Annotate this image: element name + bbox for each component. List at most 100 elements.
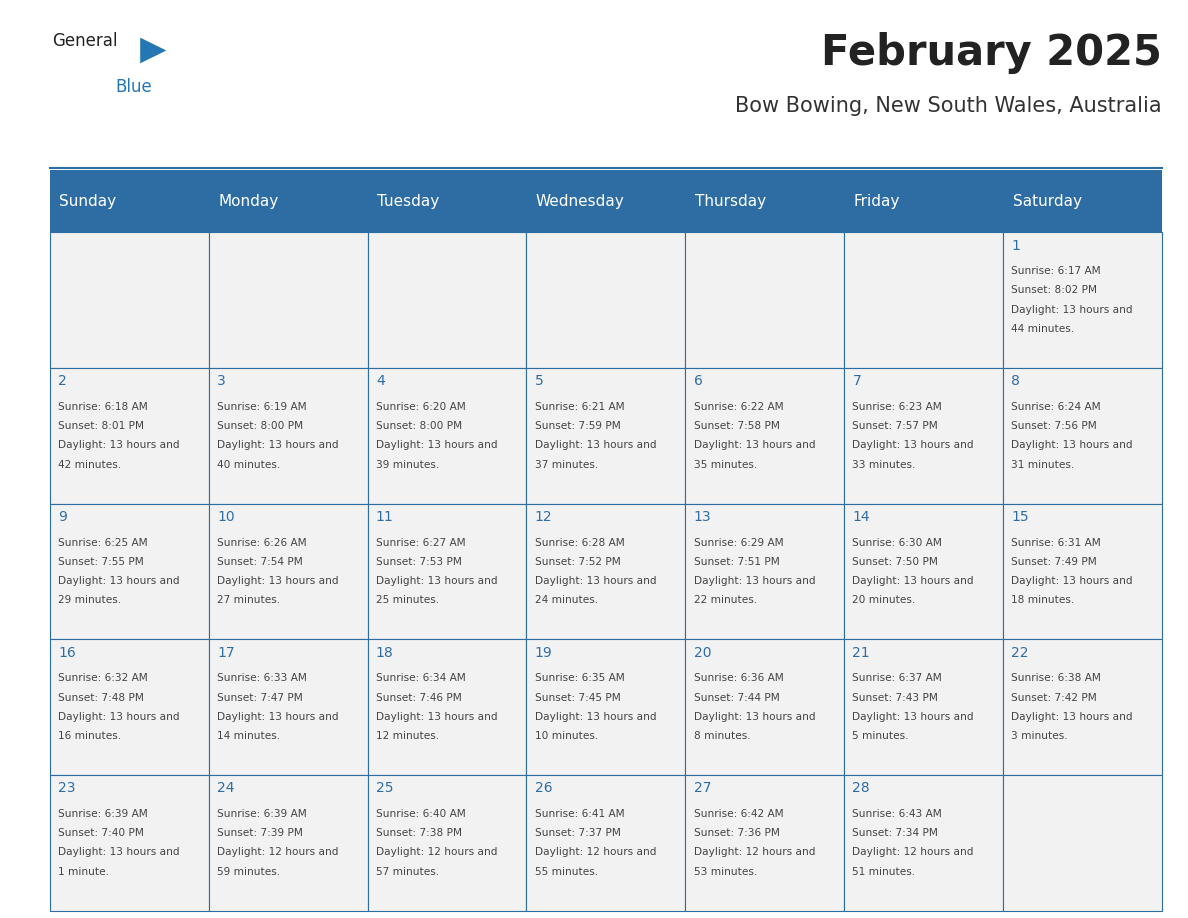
Text: Sunrise: 6:30 AM: Sunrise: 6:30 AM xyxy=(853,538,942,547)
Text: Blue: Blue xyxy=(115,78,152,96)
Text: Sunrise: 6:39 AM: Sunrise: 6:39 AM xyxy=(217,809,307,819)
Text: 3: 3 xyxy=(217,375,226,388)
Text: 11: 11 xyxy=(375,510,393,524)
Text: 21: 21 xyxy=(853,645,870,660)
Text: Sunset: 7:44 PM: Sunset: 7:44 PM xyxy=(694,692,779,702)
Text: Daylight: 13 hours and: Daylight: 13 hours and xyxy=(375,577,498,586)
Text: 22 minutes.: 22 minutes. xyxy=(694,596,757,605)
Text: 27: 27 xyxy=(694,781,712,795)
Text: 14 minutes.: 14 minutes. xyxy=(217,731,280,741)
Text: Sunset: 7:34 PM: Sunset: 7:34 PM xyxy=(853,828,939,838)
Text: Sunrise: 6:24 AM: Sunrise: 6:24 AM xyxy=(1011,402,1101,412)
Text: 15: 15 xyxy=(1011,510,1029,524)
Text: 8: 8 xyxy=(1011,375,1020,388)
Text: 9: 9 xyxy=(58,510,67,524)
Bar xyxy=(1003,639,1162,775)
Text: 22: 22 xyxy=(1011,645,1029,660)
Bar xyxy=(526,368,685,504)
Text: Thursday: Thursday xyxy=(695,194,766,208)
Text: Sunday: Sunday xyxy=(59,194,116,208)
Text: 51 minutes.: 51 minutes. xyxy=(853,867,916,877)
Text: Daylight: 13 hours and: Daylight: 13 hours and xyxy=(853,441,974,451)
Text: Sunrise: 6:28 AM: Sunrise: 6:28 AM xyxy=(535,538,625,547)
Bar xyxy=(845,368,1003,504)
Text: Sunset: 7:38 PM: Sunset: 7:38 PM xyxy=(375,828,462,838)
Text: Sunrise: 6:23 AM: Sunrise: 6:23 AM xyxy=(853,402,942,412)
Text: 1: 1 xyxy=(1011,239,1020,252)
Text: Daylight: 13 hours and: Daylight: 13 hours and xyxy=(535,711,657,722)
Bar xyxy=(50,775,209,911)
Text: Sunset: 7:53 PM: Sunset: 7:53 PM xyxy=(375,557,462,566)
Text: Daylight: 13 hours and: Daylight: 13 hours and xyxy=(853,577,974,586)
Text: Friday: Friday xyxy=(854,194,901,208)
Polygon shape xyxy=(140,38,166,63)
Text: Sunrise: 6:17 AM: Sunrise: 6:17 AM xyxy=(1011,266,1101,276)
Text: Sunrise: 6:20 AM: Sunrise: 6:20 AM xyxy=(375,402,466,412)
Bar xyxy=(209,775,367,911)
Bar xyxy=(50,639,209,775)
Text: 35 minutes.: 35 minutes. xyxy=(694,460,757,470)
Text: Sunset: 7:45 PM: Sunset: 7:45 PM xyxy=(535,692,620,702)
Text: Sunset: 7:56 PM: Sunset: 7:56 PM xyxy=(1011,421,1097,431)
Bar xyxy=(526,232,685,368)
Text: Monday: Monday xyxy=(219,194,278,208)
Text: Sunset: 7:55 PM: Sunset: 7:55 PM xyxy=(58,557,144,566)
Text: 10 minutes.: 10 minutes. xyxy=(535,731,598,741)
Text: Sunrise: 6:41 AM: Sunrise: 6:41 AM xyxy=(535,809,625,819)
Text: Sunset: 7:39 PM: Sunset: 7:39 PM xyxy=(217,828,303,838)
Text: 39 minutes.: 39 minutes. xyxy=(375,460,440,470)
Text: 20: 20 xyxy=(694,645,712,660)
Text: 20 minutes.: 20 minutes. xyxy=(853,596,916,605)
Text: 29 minutes.: 29 minutes. xyxy=(58,596,121,605)
Text: 24 minutes.: 24 minutes. xyxy=(535,596,598,605)
Text: 13: 13 xyxy=(694,510,712,524)
Text: 53 minutes.: 53 minutes. xyxy=(694,867,757,877)
Text: Sunrise: 6:34 AM: Sunrise: 6:34 AM xyxy=(375,673,466,683)
Text: Sunrise: 6:37 AM: Sunrise: 6:37 AM xyxy=(853,673,942,683)
Text: Sunset: 7:36 PM: Sunset: 7:36 PM xyxy=(694,828,779,838)
Bar xyxy=(685,368,845,504)
Bar xyxy=(526,639,685,775)
Bar xyxy=(1003,232,1162,368)
Text: Sunset: 8:00 PM: Sunset: 8:00 PM xyxy=(375,421,462,431)
Text: Daylight: 13 hours and: Daylight: 13 hours and xyxy=(853,711,974,722)
Bar xyxy=(209,368,367,504)
Text: February 2025: February 2025 xyxy=(821,32,1162,74)
Text: Daylight: 12 hours and: Daylight: 12 hours and xyxy=(217,847,339,857)
Bar xyxy=(845,232,1003,368)
Text: 25: 25 xyxy=(375,781,393,795)
Text: 59 minutes.: 59 minutes. xyxy=(217,867,280,877)
Bar xyxy=(845,775,1003,911)
Text: Sunset: 7:51 PM: Sunset: 7:51 PM xyxy=(694,557,779,566)
Bar xyxy=(845,639,1003,775)
Text: 3 minutes.: 3 minutes. xyxy=(1011,731,1068,741)
Text: Sunset: 7:46 PM: Sunset: 7:46 PM xyxy=(375,692,462,702)
Text: 18 minutes.: 18 minutes. xyxy=(1011,596,1075,605)
Text: 12: 12 xyxy=(535,510,552,524)
Text: Sunrise: 6:19 AM: Sunrise: 6:19 AM xyxy=(217,402,307,412)
Text: 17: 17 xyxy=(217,645,235,660)
Text: 27 minutes.: 27 minutes. xyxy=(217,596,280,605)
Bar xyxy=(845,504,1003,639)
Text: Daylight: 13 hours and: Daylight: 13 hours and xyxy=(217,441,339,451)
Text: Sunset: 8:02 PM: Sunset: 8:02 PM xyxy=(1011,285,1098,296)
Text: Sunset: 7:58 PM: Sunset: 7:58 PM xyxy=(694,421,779,431)
Text: Sunrise: 6:43 AM: Sunrise: 6:43 AM xyxy=(853,809,942,819)
Bar xyxy=(209,232,367,368)
Text: Daylight: 13 hours and: Daylight: 13 hours and xyxy=(58,577,179,586)
Text: Sunset: 7:59 PM: Sunset: 7:59 PM xyxy=(535,421,620,431)
Bar xyxy=(526,504,685,639)
Bar xyxy=(685,775,845,911)
Text: Daylight: 13 hours and: Daylight: 13 hours and xyxy=(1011,711,1133,722)
Text: Daylight: 12 hours and: Daylight: 12 hours and xyxy=(853,847,974,857)
Text: Tuesday: Tuesday xyxy=(377,194,440,208)
Bar xyxy=(50,170,1162,232)
Text: 40 minutes.: 40 minutes. xyxy=(217,460,280,470)
Text: 6: 6 xyxy=(694,375,702,388)
Text: 18: 18 xyxy=(375,645,393,660)
Text: General: General xyxy=(52,32,118,50)
Text: Sunrise: 6:21 AM: Sunrise: 6:21 AM xyxy=(535,402,625,412)
Text: 31 minutes.: 31 minutes. xyxy=(1011,460,1075,470)
Text: Sunrise: 6:39 AM: Sunrise: 6:39 AM xyxy=(58,809,148,819)
Bar xyxy=(1003,775,1162,911)
